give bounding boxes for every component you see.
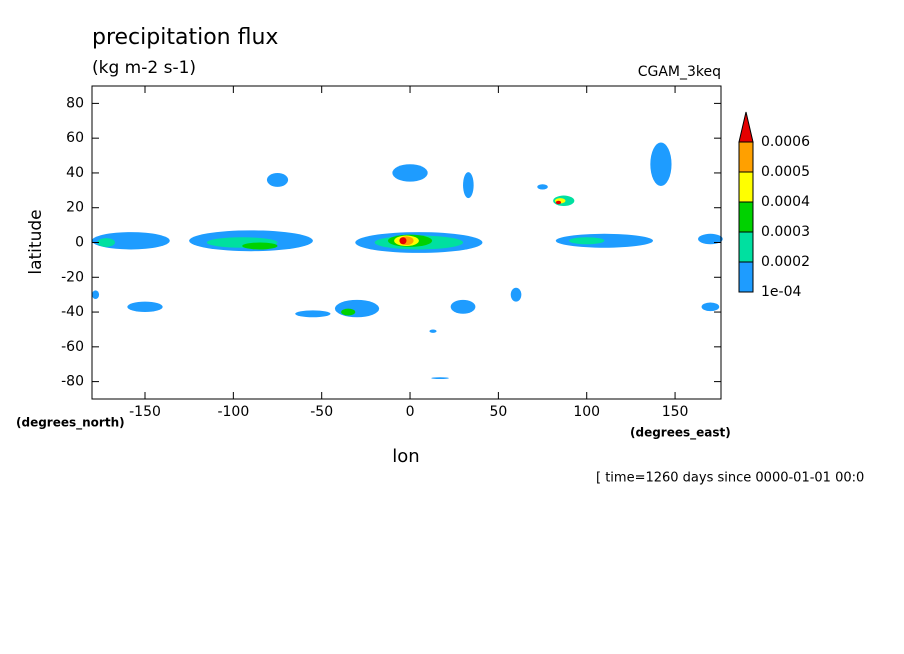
source-label: CGAM_3keq	[638, 64, 721, 80]
colorbar-label: 1e-04	[761, 284, 801, 300]
y-tick-label: 0	[75, 235, 84, 251]
contour-region	[450, 299, 476, 314]
colorbar-label: 0.0002	[761, 254, 810, 270]
x-tick-label: -100	[217, 404, 249, 420]
contour-region	[555, 200, 562, 205]
x-axis-unit: (degrees_east)	[630, 426, 731, 441]
contour-region	[242, 242, 278, 250]
contour-region	[266, 172, 289, 187]
x-tick-label: 100	[573, 404, 600, 420]
contour-region	[392, 164, 428, 182]
contour-region	[431, 377, 449, 380]
y-tick-label: 20	[66, 200, 84, 216]
plot-area	[92, 142, 723, 380]
contour-region	[463, 172, 474, 199]
contour-region	[429, 329, 437, 333]
contour-region	[97, 238, 115, 247]
contour-region	[399, 237, 407, 245]
colorbar-label: 0.0006	[761, 134, 810, 150]
colorbar-box	[738, 231, 754, 263]
contour-region	[127, 301, 163, 313]
y-tick-label: -40	[61, 304, 84, 320]
colorbar-label: 0.0003	[761, 224, 810, 240]
colorbar-box	[738, 141, 754, 173]
x-tick-label: -150	[129, 404, 161, 420]
y-tick-label: -20	[61, 269, 84, 285]
y-tick-label: 60	[66, 130, 84, 146]
contour-region	[537, 184, 548, 190]
y-tick-label: -60	[61, 339, 84, 355]
chart-title: precipitation flux	[92, 25, 278, 50]
chart-subtitle: (kg m-2 s-1)	[92, 58, 196, 78]
time-annotation: [ time=1260 days since 0000-01-01 00:0	[596, 471, 864, 486]
contour-region	[569, 237, 605, 245]
y-tick-label: 40	[66, 165, 84, 181]
y-axis-unit: (degrees_north)	[16, 416, 125, 431]
x-axis-label: lon	[392, 446, 419, 467]
contour-region	[295, 310, 331, 318]
colorbar-label: 0.0005	[761, 164, 810, 180]
x-tick-label: 50	[489, 404, 507, 420]
x-tick-label: -50	[310, 404, 333, 420]
colorbar-triangle	[738, 111, 754, 143]
x-tick-label: 0	[406, 404, 415, 420]
y-tick-label: -80	[61, 374, 84, 390]
y-tick-label: 80	[66, 95, 84, 111]
contour-region	[341, 308, 356, 316]
colorbar-box	[738, 171, 754, 203]
contour-region	[701, 302, 720, 312]
y-axis-label: latitude	[26, 209, 46, 274]
contour-region	[334, 299, 380, 318]
contour-region	[92, 290, 100, 300]
contour-region	[698, 233, 723, 245]
colorbar-box	[738, 261, 754, 293]
contour-region	[650, 142, 672, 186]
x-tick-label: 150	[662, 404, 689, 420]
colorbar-label: 0.0004	[761, 194, 810, 210]
contour-region	[510, 287, 522, 302]
colorbar-box	[738, 201, 754, 233]
